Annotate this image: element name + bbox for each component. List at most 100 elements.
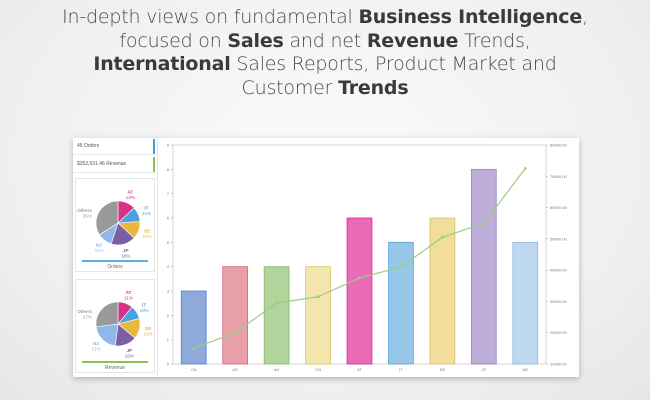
pie-label: NZ bbox=[96, 242, 102, 247]
pie-label: IT bbox=[144, 206, 148, 211]
pie-pct: 35% bbox=[83, 214, 92, 219]
pie-label: Others bbox=[77, 208, 92, 213]
headline-segment: International bbox=[93, 53, 231, 75]
pie-label: AT bbox=[127, 190, 133, 195]
y2-tick-label: 10000.00 bbox=[550, 362, 567, 367]
revenue-point-jp[interactable] bbox=[482, 221, 486, 225]
pie-pct: 10% bbox=[140, 308, 149, 313]
revenue-point-nz[interactable] bbox=[523, 167, 527, 170]
x-tick-label: AT bbox=[357, 367, 362, 372]
pie-pct: 13% bbox=[143, 234, 152, 239]
headline-line-3: International Sales Reports, Product Mar… bbox=[0, 53, 650, 77]
y2-tick-label: 20000.00 bbox=[550, 330, 567, 335]
revenue-point-de[interactable] bbox=[440, 235, 444, 239]
sidebar: 45 Orders $352,631.46 Revenue AT 13% IT 11%… bbox=[73, 138, 158, 377]
headline-segment: Sales Reports, Product Market and bbox=[230, 53, 557, 75]
y-tick-label: 5 bbox=[167, 240, 170, 245]
y2-tick-label: 40000.00 bbox=[550, 268, 567, 273]
bar-us[interactable] bbox=[222, 266, 249, 365]
headline-segment: and net bbox=[283, 29, 367, 52]
pie-label: Others bbox=[77, 309, 92, 314]
pie-label: JP bbox=[127, 348, 133, 353]
x-tick-label: IT bbox=[399, 367, 403, 372]
revenue-stat-bar bbox=[153, 157, 155, 172]
orders-stat[interactable]: 45 Orders bbox=[73, 138, 155, 155]
y2-tick-label: 50000.00 bbox=[550, 236, 567, 241]
bar-jp[interactable] bbox=[470, 168, 497, 365]
pie-pct: 18% bbox=[121, 254, 130, 259]
y-tick-label: 7 bbox=[167, 191, 170, 196]
revenue-point-at[interactable] bbox=[358, 276, 361, 280]
y2-tick-label: 30000.00 bbox=[550, 299, 567, 304]
y-tick-label: 0 bbox=[167, 362, 170, 367]
x-tick-label: US bbox=[232, 367, 238, 372]
bar-nz[interactable] bbox=[512, 241, 539, 365]
revenue-point-cn[interactable] bbox=[316, 295, 320, 299]
headline-line-1: In-depth views on fundamental Business I… bbox=[0, 6, 650, 30]
bar-cn[interactable] bbox=[305, 266, 331, 365]
y-tick-label: 4 bbox=[167, 264, 170, 269]
x-tick-label: NZ bbox=[523, 367, 529, 372]
y2-tick-label: 60000.00 bbox=[550, 205, 567, 210]
bar-de[interactable] bbox=[429, 217, 456, 365]
y2-tick-label: 70000.00 bbox=[550, 174, 567, 179]
sales-bar-line-chart: 0 1 2 3 4 5 6 7 8 9 10000.00 20000.00 30000.00 40000.… bbox=[167, 143, 568, 373]
bar-au[interactable] bbox=[263, 266, 290, 365]
headline-segment: , bbox=[582, 6, 588, 28]
revenue-point-ca[interactable] bbox=[192, 346, 196, 350]
pie-label: NZ bbox=[93, 341, 99, 346]
pie-slice-others[interactable] bbox=[95, 200, 119, 236]
revenue-point-us[interactable] bbox=[233, 331, 237, 335]
x-tick-label: DE bbox=[440, 367, 446, 372]
pie-label: JP bbox=[123, 248, 129, 253]
orders-panel-underline bbox=[82, 260, 148, 262]
revenue-point-au[interactable] bbox=[275, 301, 279, 305]
headline-segment: Revenue bbox=[366, 29, 459, 52]
sales-chart: 0 1 2 3 4 5 6 7 8 9 10000.00 20000.00 30000.00 40000.… bbox=[161, 138, 579, 377]
x-tick-label: AU bbox=[274, 367, 280, 372]
headline-segment: focused on bbox=[119, 29, 228, 52]
pie-label: DE bbox=[145, 326, 151, 331]
y-tick-label: 3 bbox=[167, 289, 170, 294]
pie-pct: 15% bbox=[144, 331, 153, 336]
pie-label: DE bbox=[144, 229, 150, 234]
revenue-stat-label: $352,631.46 Revenue bbox=[77, 161, 127, 167]
orders-panel-label: Orders bbox=[107, 264, 123, 270]
revenue-point-it[interactable] bbox=[399, 265, 403, 269]
orders-pie-panel[interactable]: AT 13% IT 11% DE 13% JP 18% NZ 11% Others 35% Order… bbox=[75, 178, 155, 272]
dashboard-screenshot: 45 Orders $352,631.46 Revenue AT 13% IT 11%… bbox=[73, 138, 579, 377]
y-tick-label: 9 bbox=[167, 143, 170, 148]
headline-segment: Trends bbox=[338, 76, 409, 99]
bar-it[interactable] bbox=[388, 241, 414, 365]
pie-pct: 16% bbox=[125, 353, 134, 358]
headline-line-2: focused on Sales and net Revenue Trends, bbox=[0, 30, 650, 54]
pie-slice-nz[interactable] bbox=[95, 323, 119, 347]
headline-segment: Sales bbox=[227, 29, 284, 52]
pie-slice-others[interactable] bbox=[95, 301, 119, 328]
revenue-panel-underline bbox=[82, 361, 148, 363]
pie-pct: 13% bbox=[126, 195, 135, 200]
y-tick-label: 6 bbox=[167, 216, 170, 221]
x-tick-label: CA bbox=[191, 367, 197, 372]
revenue-stat[interactable]: $352,631.46 Revenue bbox=[73, 156, 155, 173]
pie-pct: 11% bbox=[95, 248, 104, 253]
headline-segment: Customer bbox=[241, 76, 339, 99]
bar-at[interactable] bbox=[346, 217, 373, 365]
pie-label: IT bbox=[142, 302, 146, 307]
x-tick-label: JP bbox=[481, 367, 486, 372]
bar-ca[interactable] bbox=[180, 290, 207, 365]
headline-segment: Trends, bbox=[458, 29, 531, 52]
pie-label: AT bbox=[126, 290, 132, 295]
revenue-pie-panel[interactable]: AT 11% IT 10% DE 15% JP 16% NZ 21% Others 27% Reven… bbox=[75, 279, 155, 373]
y-tick-label: 8 bbox=[167, 167, 170, 172]
y-tick-label: 2 bbox=[167, 313, 170, 318]
pie-pct: 21% bbox=[91, 346, 100, 351]
orders-stat-label: 45 Orders bbox=[77, 143, 100, 149]
y2-tick-label: 80000.00 bbox=[550, 143, 567, 148]
pie-pct: 27% bbox=[83, 315, 92, 320]
pie-pct: 11% bbox=[124, 295, 133, 300]
revenue-panel-label: Revenue bbox=[104, 365, 125, 371]
headline: In-depth views on fundamental Business I… bbox=[0, 6, 650, 100]
